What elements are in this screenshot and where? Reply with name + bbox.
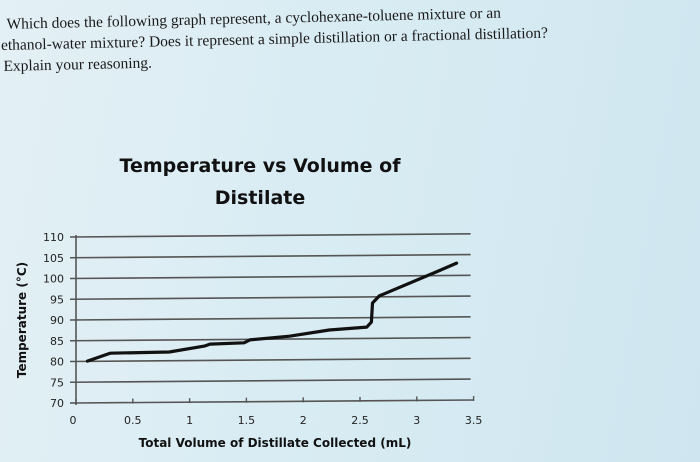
y-tick-label: 70 bbox=[50, 397, 64, 410]
temperature-curve bbox=[85, 261, 459, 363]
gridline-95 bbox=[69, 295, 471, 301]
gridline-100 bbox=[69, 274, 471, 280]
y-tick-label: 110 bbox=[43, 231, 64, 244]
x-tick-label: 1.5 bbox=[238, 414, 256, 427]
y-tick-label: 75 bbox=[50, 376, 64, 389]
y-tick-label: 100 bbox=[43, 273, 64, 286]
gridline-105 bbox=[69, 253, 471, 259]
x-tick-label: 0.5 bbox=[124, 414, 142, 427]
y-tick-label: 90 bbox=[50, 314, 64, 327]
y-tick-label: 105 bbox=[43, 252, 64, 265]
y-tick-label: 95 bbox=[50, 293, 64, 306]
chart-title-line-1: Temperature vs Volume of bbox=[119, 155, 401, 177]
axes bbox=[70, 235, 475, 405]
x-tick-label: 0 bbox=[70, 414, 77, 427]
y-tick-label: 85 bbox=[50, 335, 64, 348]
x-tick-label: 1 bbox=[186, 414, 193, 427]
x-axis-line bbox=[75, 399, 474, 404]
x-tick-label: 3.5 bbox=[465, 414, 483, 427]
x-tick-label: 2.5 bbox=[351, 414, 369, 427]
chart-title-line-2: Distilate bbox=[214, 187, 306, 209]
y-tick-labels: 70 75 80 85 90 95 100 105 110 bbox=[43, 231, 64, 410]
gridline-90 bbox=[69, 316, 471, 321]
x-tick-label: 3 bbox=[413, 414, 420, 427]
x-tick-labels: 0 0.5 1 1.5 2 2.5 3 3.5 bbox=[70, 414, 483, 427]
y-axis-title: Temperature (°C) bbox=[15, 262, 29, 378]
y-tick-label: 80 bbox=[50, 356, 64, 369]
chart-title: Temperature vs Volume of Distilate bbox=[60, 150, 460, 214]
x-tick-label: 2 bbox=[300, 414, 307, 427]
gridline-110 bbox=[69, 233, 471, 238]
gridline-75 bbox=[69, 378, 471, 384]
x-axis-title: Total Volume of Distillate Collected (mL… bbox=[139, 436, 412, 450]
gridlines bbox=[69, 233, 471, 384]
gridline-80 bbox=[69, 357, 471, 363]
